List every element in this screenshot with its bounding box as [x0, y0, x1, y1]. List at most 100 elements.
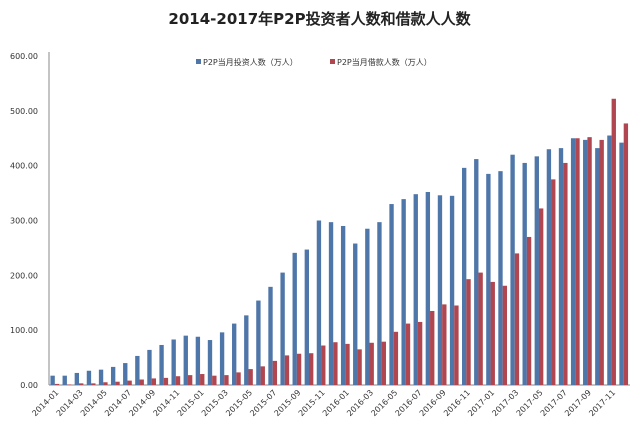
bar-borrowers — [321, 345, 326, 385]
bar-borrowers — [538, 208, 544, 385]
bar-investors — [486, 173, 491, 385]
bar-investors — [413, 194, 418, 385]
y-tick-label: 600.00 — [10, 52, 38, 61]
bar-investors — [256, 300, 261, 385]
bar-borrowers — [296, 353, 302, 385]
bar-borrowers — [163, 377, 169, 385]
legend-label: P2P当月借款人数（万人） — [337, 57, 432, 67]
bar-borrowers — [284, 355, 290, 385]
bar-borrowers — [575, 138, 580, 385]
bar-borrowers — [490, 281, 495, 385]
bar-borrowers — [308, 353, 314, 385]
bar-investors — [280, 272, 285, 385]
bar-borrowers — [127, 380, 132, 385]
y-tick-label: 0.00 — [20, 381, 38, 390]
legend-swatch — [196, 59, 201, 64]
bar-borrowers — [357, 349, 362, 385]
bar-investors — [219, 332, 225, 385]
bar-investors — [232, 323, 237, 385]
bar-borrowers — [417, 321, 423, 385]
bar-investors — [474, 159, 479, 385]
bar-investors — [461, 167, 467, 385]
bar-investors — [425, 191, 431, 385]
y-tick-label: 100.00 — [10, 326, 38, 335]
bar-borrowers — [103, 382, 108, 385]
bar-investors — [498, 171, 503, 385]
bar-investors — [365, 228, 370, 385]
bar-borrowers — [236, 372, 241, 385]
bar-investors — [292, 252, 297, 385]
bar-borrowers — [91, 383, 96, 385]
bar-borrowers — [212, 375, 217, 385]
bar-borrowers — [478, 272, 483, 385]
bar-borrowers — [200, 374, 205, 385]
bar-borrowers — [272, 360, 278, 385]
bar-borrowers — [454, 305, 459, 385]
bar-investors — [207, 340, 213, 385]
bar-investors — [74, 372, 80, 385]
bar-borrowers — [66, 384, 72, 385]
bar-investors — [195, 336, 201, 385]
bar-investors — [437, 195, 443, 385]
bar-borrowers — [466, 279, 471, 385]
bar-investors — [607, 135, 612, 385]
x-tick-label: 2017-11 — [587, 388, 617, 418]
bar-investors — [98, 369, 104, 385]
bar-borrowers — [502, 285, 508, 385]
bar-borrowers — [442, 304, 447, 385]
bar-investors — [619, 142, 624, 385]
bar-investors — [159, 344, 164, 385]
bar-borrowers — [405, 323, 411, 385]
bar-borrowers — [187, 375, 193, 385]
bar-borrowers — [151, 378, 157, 385]
chart-title: 2014-2017年P2P投资者人数和借款人人数 — [168, 10, 471, 28]
bar-investors — [328, 222, 334, 385]
bar-investors — [522, 162, 527, 385]
bar-investors — [135, 355, 140, 385]
y-tick-label: 300.00 — [10, 217, 38, 226]
bar-investors — [340, 225, 346, 385]
bar-borrowers — [430, 310, 435, 385]
bar-borrowers — [526, 236, 532, 385]
bar-investors — [558, 148, 564, 385]
bar-investors — [244, 315, 249, 385]
bar-borrowers — [551, 179, 556, 385]
bar-borrowers — [345, 343, 350, 385]
bar-borrowers — [175, 376, 181, 385]
bar-investors — [534, 156, 539, 385]
bar-borrowers — [54, 383, 60, 385]
bar-borrowers — [514, 253, 520, 385]
bar-borrowers — [115, 381, 120, 385]
bar-investors — [171, 339, 176, 385]
bar-borrowers — [611, 98, 616, 386]
bar-investors — [546, 149, 552, 385]
bar-borrowers — [79, 383, 84, 385]
bar-borrowers — [623, 123, 629, 385]
bar-borrowers — [369, 342, 374, 385]
bar-investors — [583, 139, 588, 385]
bar-investors — [570, 138, 576, 385]
bar-borrowers — [381, 341, 386, 385]
bar-borrowers — [248, 369, 253, 385]
y-tick-label: 400.00 — [10, 162, 38, 171]
bar-borrowers — [393, 331, 399, 385]
bar-investors — [86, 370, 92, 385]
bar-investors — [449, 195, 455, 385]
y-tick-label: 200.00 — [10, 271, 38, 280]
bar-investors — [389, 204, 394, 385]
bar-investors — [510, 154, 515, 385]
bar-investors — [377, 222, 382, 385]
bar-borrowers — [224, 375, 229, 385]
bar-investors — [268, 286, 273, 385]
bar-investors — [50, 375, 55, 385]
bar-investors — [62, 375, 67, 385]
bar-borrowers — [587, 137, 592, 385]
bar-investors — [304, 249, 309, 385]
bar-investors — [401, 199, 406, 385]
bar-investors — [353, 243, 358, 385]
bar-investors — [123, 363, 128, 385]
bar-investors — [595, 148, 600, 385]
bar-investors — [147, 349, 152, 385]
y-tick-label: 500.00 — [10, 107, 38, 116]
